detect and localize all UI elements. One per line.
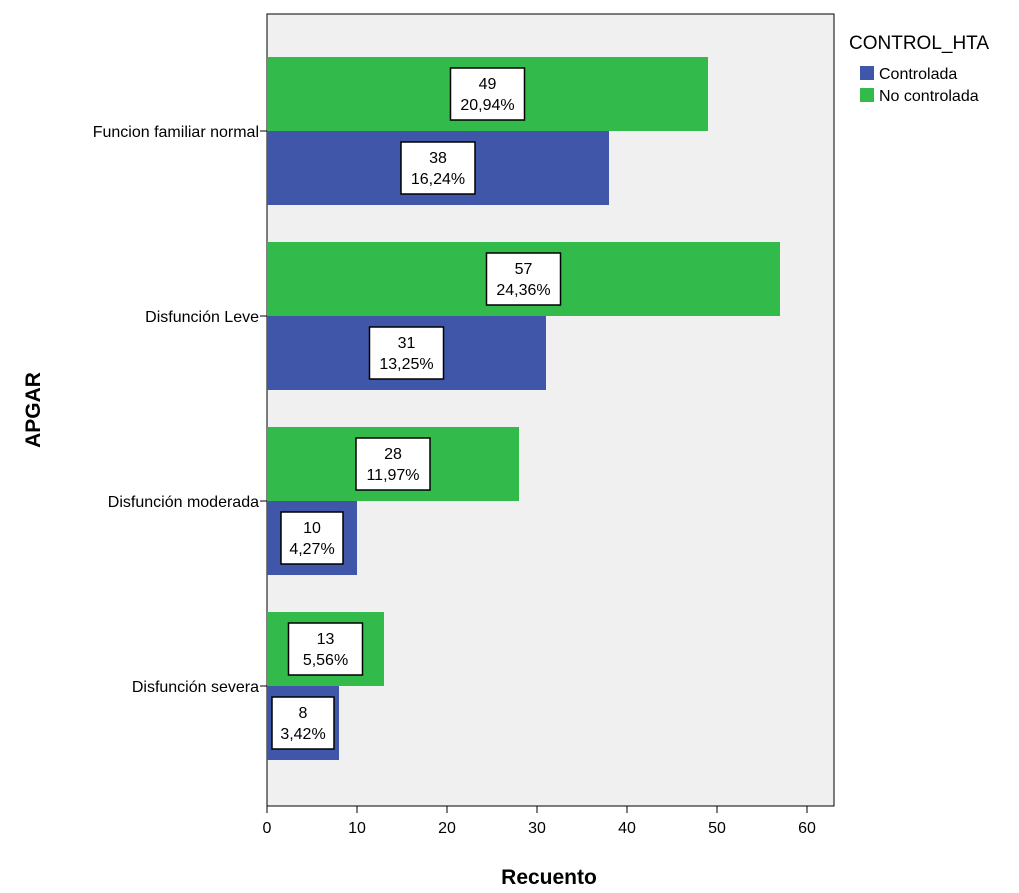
data-label-percent: 4,27%	[289, 541, 334, 558]
legend-swatch	[860, 88, 874, 102]
x-tick-label: 50	[708, 820, 726, 837]
y-axis-title: APGAR	[22, 372, 45, 448]
data-label-count: 8	[299, 705, 308, 722]
x-tick-label: 0	[263, 820, 272, 837]
data-label-percent: 13,25%	[379, 356, 433, 373]
data-labels-layer: 49 20,94% 38 16,24% 57 24,36% 31 13,25% 28 11,97%…	[271, 67, 562, 750]
data-label-percent: 3,42%	[280, 726, 325, 743]
x-tick-label: 60	[798, 820, 816, 837]
data-label-box	[368, 326, 445, 380]
data-label-count: 13	[317, 631, 335, 648]
x-tick-label: 10	[348, 820, 366, 837]
data-label-box	[355, 437, 431, 491]
data-label-box	[400, 141, 476, 195]
legend-swatch	[860, 66, 874, 80]
legend-label: No controlada	[879, 88, 979, 105]
x-tick-label: 20	[438, 820, 456, 837]
legend-label: Controlada	[879, 66, 957, 83]
data-label-count: 28	[384, 446, 402, 463]
data-label-percent: 16,24%	[411, 171, 465, 188]
x-axis: 0 10 20 30 40 50 60	[263, 806, 816, 837]
y-tick-label: Disfunción severa	[132, 679, 259, 696]
data-label-count: 49	[479, 76, 497, 93]
data-label-percent: 11,97%	[366, 467, 419, 484]
data-label-percent: 20,94%	[460, 97, 514, 114]
legend: CONTROL_HTA Controlada No controlada	[849, 33, 989, 105]
data-label-box	[271, 696, 335, 750]
y-tick-label: Disfunción Leve	[145, 309, 259, 326]
data-label-count: 10	[303, 520, 321, 537]
y-tick-label: Funcion familiar normal	[93, 124, 259, 141]
data-label-box	[485, 252, 562, 306]
data-label-box	[287, 622, 364, 676]
data-label-count: 57	[515, 261, 533, 278]
data-label-percent: 5,56%	[303, 652, 348, 669]
y-tick-label: Disfunción moderada	[108, 494, 259, 511]
data-label-percent: 24,36%	[496, 282, 550, 299]
data-label-box	[280, 511, 344, 565]
x-axis-title: Recuento	[501, 866, 597, 888]
data-label-count: 31	[398, 335, 416, 352]
y-axis: Funcion familiar normal Disfunción Leve Di…	[93, 124, 267, 696]
legend-title: CONTROL_HTA	[849, 33, 989, 54]
data-label-count: 38	[429, 150, 447, 167]
x-tick-label: 30	[528, 820, 546, 837]
data-label-box	[449, 67, 526, 121]
x-tick-label: 40	[618, 820, 636, 837]
